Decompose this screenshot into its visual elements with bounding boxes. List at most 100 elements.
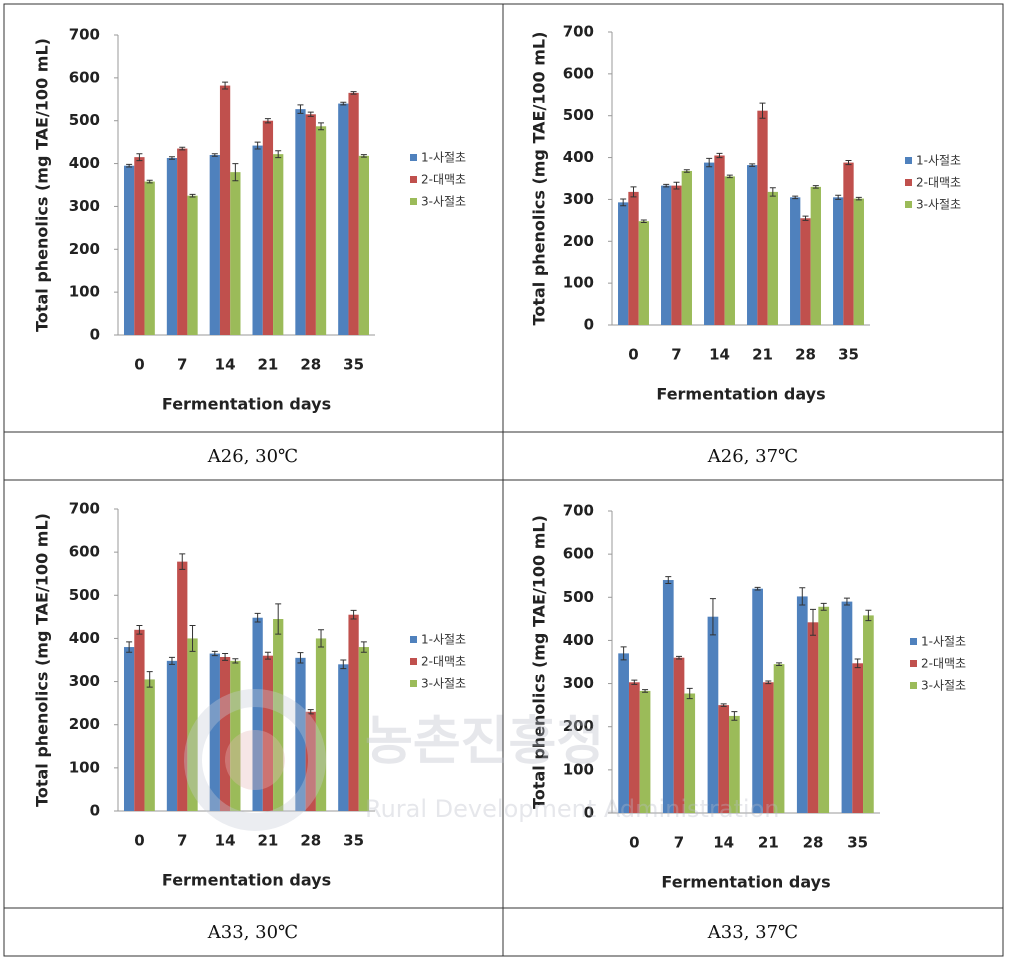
y-tick-label: 0 xyxy=(90,326,100,344)
caption: A33, 37℃ xyxy=(707,922,798,943)
y-tick-label: 200 xyxy=(69,240,100,258)
bar xyxy=(348,614,359,811)
bar xyxy=(618,653,629,813)
y-tick-label: 100 xyxy=(563,274,594,292)
bar xyxy=(187,195,198,335)
error-bar xyxy=(168,156,175,160)
error-bar xyxy=(232,163,239,182)
error-bar xyxy=(799,587,806,606)
bar xyxy=(166,158,178,335)
legend-label: 1-사절초 xyxy=(421,151,466,165)
x-tick-label: 0 xyxy=(629,834,639,852)
error-bar xyxy=(642,689,649,693)
error-bar xyxy=(676,655,682,660)
error-bar xyxy=(318,122,325,131)
error-bar xyxy=(318,629,325,648)
error-bar xyxy=(709,598,716,636)
x-tick-label: 7 xyxy=(177,832,187,850)
bar xyxy=(628,191,639,325)
y-tick-label: 200 xyxy=(563,717,594,735)
bar xyxy=(358,647,370,811)
y-tick-label: 0 xyxy=(584,316,594,334)
y-tick-label: 400 xyxy=(563,148,594,166)
bar xyxy=(262,120,274,335)
y-tick-label: 700 xyxy=(69,26,100,44)
watermark-subtitle: Rural Development Administration xyxy=(365,795,780,823)
error-bar xyxy=(179,146,186,151)
legend-swatch xyxy=(410,154,417,161)
legend-label: 2-대맥초 xyxy=(921,657,966,671)
error-bar xyxy=(776,662,783,666)
error-bar xyxy=(665,576,672,584)
error-bar xyxy=(297,104,304,114)
error-bar xyxy=(168,656,175,665)
error-bar xyxy=(350,91,357,95)
x-tick-label: 7 xyxy=(674,834,684,852)
bar xyxy=(767,191,778,325)
bar xyxy=(707,616,719,813)
error-bar xyxy=(683,169,690,173)
bar xyxy=(714,155,725,325)
x-tick-label: 14 xyxy=(713,834,734,852)
x-tick-label: 7 xyxy=(671,346,681,364)
x-tick-label: 35 xyxy=(343,832,364,850)
y-tick-label: 500 xyxy=(563,588,594,606)
y-axis-label: Total phenolics (mg TAE/100 mL) xyxy=(530,515,549,809)
error-bar xyxy=(275,603,282,635)
watermark-title: 농촌진흥청 xyxy=(365,712,604,772)
x-tick-label: 21 xyxy=(257,356,278,374)
legend-swatch xyxy=(905,201,912,208)
bar xyxy=(295,657,306,811)
bar xyxy=(853,198,864,325)
y-tick-label: 600 xyxy=(69,543,100,561)
bar xyxy=(358,155,370,335)
bar xyxy=(134,157,145,335)
bar xyxy=(800,218,811,325)
error-bar xyxy=(222,653,229,661)
bar xyxy=(187,638,198,811)
error-bar xyxy=(264,651,271,660)
error-bar xyxy=(810,608,816,636)
legend-swatch xyxy=(410,636,417,643)
error-bar xyxy=(812,185,819,189)
legend-swatch xyxy=(410,176,417,183)
bar xyxy=(762,682,774,813)
error-bar xyxy=(855,196,862,201)
bar xyxy=(230,172,241,335)
caption: A33, 30℃ xyxy=(207,922,298,943)
error-bar xyxy=(254,612,261,623)
legend-label: 3-사절초 xyxy=(421,677,466,691)
legend-label: 1-사절초 xyxy=(421,633,466,647)
bar xyxy=(305,711,316,811)
error-bar xyxy=(232,658,239,664)
error-bar xyxy=(843,597,850,606)
bar xyxy=(315,126,327,336)
bar xyxy=(681,170,692,325)
error-bar xyxy=(211,650,218,657)
legend-label: 2-대맥초 xyxy=(421,173,466,187)
error-bar xyxy=(189,624,196,652)
y-tick-label: 400 xyxy=(69,629,100,647)
error-bar xyxy=(307,111,314,117)
y-tick-label: 400 xyxy=(69,154,100,172)
error-bar xyxy=(620,646,627,661)
bar xyxy=(338,664,349,811)
legend-swatch xyxy=(410,198,417,205)
bar xyxy=(671,185,682,325)
bar xyxy=(123,647,135,811)
bar xyxy=(348,92,359,335)
error-bar xyxy=(792,195,799,200)
bar xyxy=(166,660,178,811)
legend-label: 3-사절초 xyxy=(421,195,466,209)
bar xyxy=(790,197,801,325)
error-bar xyxy=(835,194,842,200)
bar xyxy=(833,197,844,325)
error-bar xyxy=(350,609,357,620)
error-bar xyxy=(307,709,314,715)
legend-swatch xyxy=(410,680,417,687)
error-bar xyxy=(189,193,196,198)
bar xyxy=(134,629,145,811)
bar xyxy=(618,202,629,325)
bar xyxy=(177,148,188,335)
